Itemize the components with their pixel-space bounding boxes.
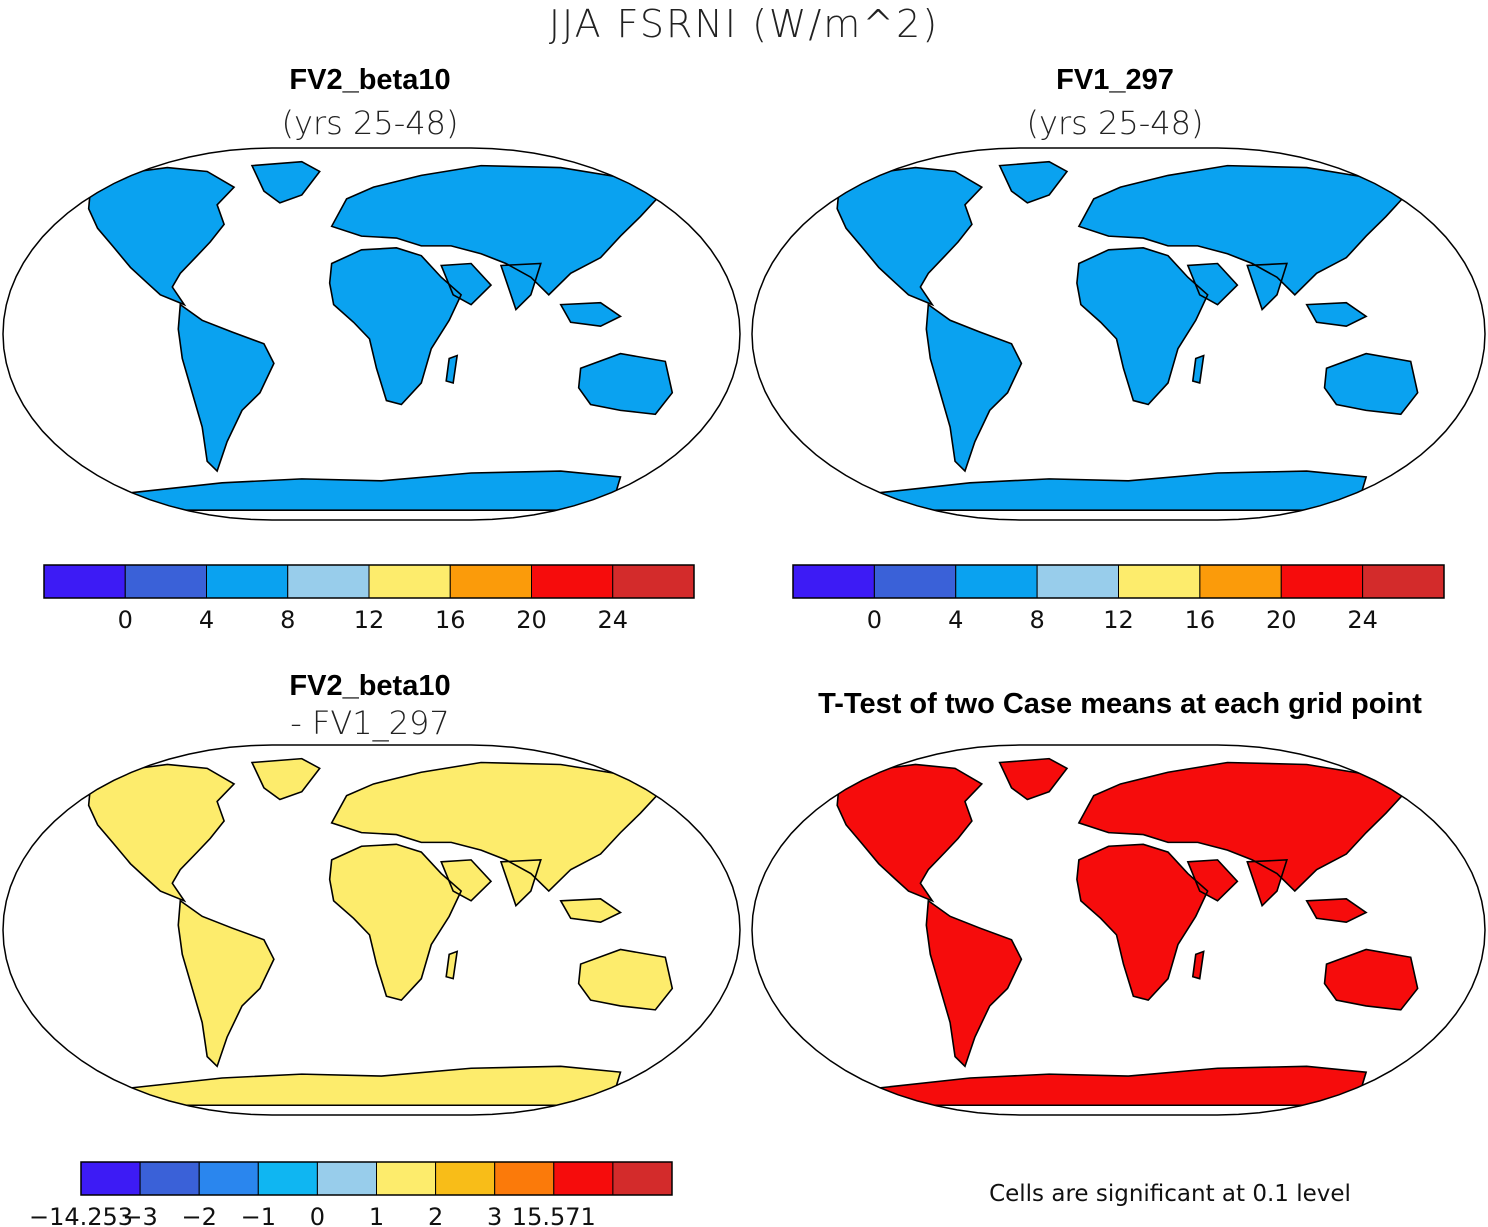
colorbar-swatch xyxy=(612,1161,673,1196)
panel1-subtitle: (yrs 25-48) xyxy=(281,104,459,142)
colorbar-swatch xyxy=(873,564,957,599)
colorbar-swatch xyxy=(139,1161,200,1196)
map-panel-3 xyxy=(2,744,741,1116)
colorbar-swatch xyxy=(1362,564,1445,599)
colorbar-swatch xyxy=(435,1161,496,1196)
colorbar-tick-label: 24 xyxy=(1347,606,1378,634)
colorbar-tick-label: −1 xyxy=(241,1203,276,1227)
colorbar-tick-label: 24 xyxy=(597,606,628,634)
colorbar-tick-label: −14.253 xyxy=(29,1203,133,1227)
colorbar-swatch xyxy=(792,564,875,599)
colorbar-swatch xyxy=(1036,564,1119,599)
colorbar-tick-label: 12 xyxy=(354,606,385,634)
panel4-title: T-Test of two Case means at each grid po… xyxy=(818,688,1422,720)
colorbar-frame xyxy=(43,564,695,599)
colorbar-tick-label: 3 xyxy=(487,1203,502,1227)
map-panel-4 xyxy=(751,744,1486,1116)
land-fill xyxy=(837,758,1418,1106)
map-border xyxy=(2,744,741,1116)
colorbar-tick-label: 8 xyxy=(1029,606,1044,634)
map-border xyxy=(751,147,1486,521)
map-panel-2 xyxy=(751,147,1486,521)
colorbar-swatch xyxy=(449,564,532,599)
panel3-subtitle: - FV1_297 xyxy=(290,704,450,742)
colorbar-swatch xyxy=(198,1161,259,1196)
colorbar-tick-label: 12 xyxy=(1103,606,1134,634)
colorbar-swatch xyxy=(43,564,126,599)
map-panel-1 xyxy=(2,147,741,521)
colorbar-swatch xyxy=(494,1161,555,1196)
colorbar-swatch xyxy=(531,564,614,599)
colorbar-tick-label: 8 xyxy=(280,606,295,634)
colorbar-frame xyxy=(80,1161,673,1196)
colorbar-panel3: −14.253−3 −2 −1 0 1 2 3 15.571 xyxy=(29,1161,673,1227)
map-border xyxy=(2,147,741,521)
colorbar-tick-label: 15.571 xyxy=(512,1203,596,1227)
colorbar-swatch xyxy=(955,564,1038,599)
colorbar-tick-label: 4 xyxy=(948,606,963,634)
colorbar-swatch xyxy=(206,564,289,599)
colorbar-swatch xyxy=(1199,564,1282,599)
colorbar-tick-label: 0 xyxy=(310,1203,325,1227)
colorbar-tick-label: −2 xyxy=(182,1203,217,1227)
land-fill xyxy=(88,758,673,1106)
map-border xyxy=(751,744,1486,1116)
colorbar-swatch xyxy=(1118,564,1201,599)
significance-note: Cells are significant at 0.1 level xyxy=(989,1181,1351,1207)
colorbar-swatch xyxy=(1280,564,1364,599)
colorbar-frame xyxy=(792,564,1445,599)
panel2-subtitle: (yrs 25-48) xyxy=(1026,104,1204,142)
colorbar-swatch xyxy=(316,1161,377,1196)
colorbar-tick-label: 16 xyxy=(1185,606,1216,634)
panel2-title: FV1_297 xyxy=(1056,64,1174,96)
colorbar-tick-label: 2 xyxy=(428,1203,443,1227)
colorbar-swatch xyxy=(80,1161,141,1196)
colorbar-swatch xyxy=(553,1161,614,1196)
colorbar-swatch xyxy=(368,564,451,599)
colorbar-swatch xyxy=(612,564,695,599)
colorbar-swatch xyxy=(376,1161,437,1196)
colorbar-tick-label: 0 xyxy=(867,606,882,634)
land-fill xyxy=(837,161,1418,511)
panel3-title: FV2_beta10 xyxy=(289,670,451,702)
colorbar-tick-label: −3 xyxy=(122,1203,157,1227)
colorbar-tick-label: 4 xyxy=(199,606,214,634)
panel1-title: FV2_beta10 xyxy=(289,64,451,96)
land-fill xyxy=(88,161,673,511)
figure-title: JJA FSRNI (W/m^2) xyxy=(548,2,940,46)
colorbar-swatch xyxy=(287,564,370,599)
colorbar-panel1: 0 4 8 12 16 20 24 xyxy=(43,564,695,634)
colorbar-swatch xyxy=(257,1161,318,1196)
colorbar-tick-label: 0 xyxy=(118,606,133,634)
colorbar-tick-label: 16 xyxy=(435,606,466,634)
colorbar-tick-label: 20 xyxy=(516,606,547,634)
colorbar-tick-label: 20 xyxy=(1266,606,1297,634)
colorbar-panel2: 0 4 8 12 16 20 24 xyxy=(792,564,1445,634)
colorbar-tick-label: 1 xyxy=(369,1203,384,1227)
colorbar-swatch xyxy=(124,564,207,599)
